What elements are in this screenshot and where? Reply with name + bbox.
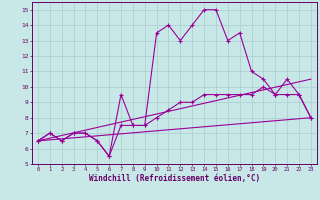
X-axis label: Windchill (Refroidissement éolien,°C): Windchill (Refroidissement éolien,°C) <box>89 174 260 183</box>
